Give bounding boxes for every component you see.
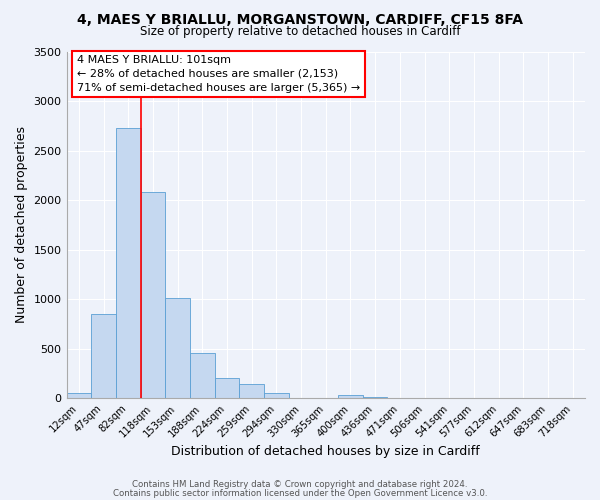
- Text: Contains HM Land Registry data © Crown copyright and database right 2024.: Contains HM Land Registry data © Crown c…: [132, 480, 468, 489]
- X-axis label: Distribution of detached houses by size in Cardiff: Distribution of detached houses by size …: [172, 444, 480, 458]
- Bar: [215, 378, 239, 398]
- Bar: [116, 128, 140, 398]
- Bar: [91, 314, 116, 398]
- Bar: [239, 384, 264, 398]
- Bar: [264, 392, 289, 398]
- Bar: [338, 396, 363, 398]
- Bar: [67, 393, 91, 398]
- Bar: [190, 354, 215, 399]
- Bar: [165, 298, 190, 398]
- Text: 4 MAES Y BRIALLU: 101sqm
← 28% of detached houses are smaller (2,153)
71% of sem: 4 MAES Y BRIALLU: 101sqm ← 28% of detach…: [77, 55, 360, 93]
- Bar: [140, 192, 165, 398]
- Text: Size of property relative to detached houses in Cardiff: Size of property relative to detached ho…: [140, 25, 460, 38]
- Y-axis label: Number of detached properties: Number of detached properties: [15, 126, 28, 324]
- Text: Contains public sector information licensed under the Open Government Licence v3: Contains public sector information licen…: [113, 488, 487, 498]
- Text: 4, MAES Y BRIALLU, MORGANSTOWN, CARDIFF, CF15 8FA: 4, MAES Y BRIALLU, MORGANSTOWN, CARDIFF,…: [77, 12, 523, 26]
